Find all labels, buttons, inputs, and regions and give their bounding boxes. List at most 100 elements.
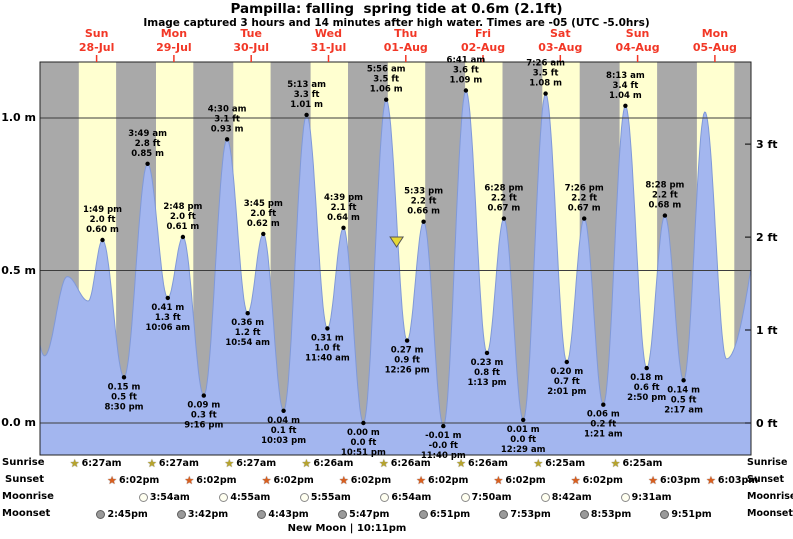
day-date: 02-Aug	[460, 40, 506, 54]
moonset-row-label-right: Moonset	[747, 508, 793, 519]
tide-annotation-low: -0.01 m -0.0 ft 11:40 pm	[421, 431, 466, 461]
moonset-entry: 7:53pm	[499, 508, 551, 521]
moonset-entry: 4:43pm	[257, 508, 309, 521]
moonrise-icon	[380, 493, 390, 502]
day-date: 28-Jul	[78, 40, 115, 54]
day-name: Mon	[701, 27, 729, 40]
tide-extreme-dot	[521, 417, 526, 423]
day-date: 05-Aug	[692, 40, 737, 54]
tide-extreme-dot	[501, 216, 507, 221]
day-date: 29-Jul	[156, 40, 192, 54]
moonrise-icon	[620, 493, 630, 502]
sunset-icon: ★	[648, 474, 658, 487]
moonset-entry: 2:45pm	[96, 508, 148, 521]
day-name: Wed	[314, 27, 343, 40]
sunset-entry: ★ 6:02pm	[262, 474, 314, 487]
moonrise-time: 3:54am	[149, 492, 190, 503]
tide-annotation-high: 6:28 pm 2.2 ft 0.67 m	[484, 184, 523, 214]
sunset-time: 6:02pm	[273, 475, 314, 486]
sunset-time: 6:02pm	[505, 475, 546, 486]
tide-extreme-dot	[582, 216, 587, 221]
moonrise-entry: 9:31am	[620, 491, 672, 504]
new-moon-label: New Moon | 10:11pm	[287, 523, 407, 534]
sunrise-icon: ★	[69, 457, 80, 470]
sunrise-row-label-right: Sunrise	[747, 457, 788, 468]
tide-extreme-dot	[180, 234, 186, 240]
m-tick-0.5: 0.5 m	[1, 264, 36, 277]
tide-extreme-dot	[681, 378, 686, 383]
day-label: Mon 05-Aug	[693, 27, 737, 54]
tide-extreme-dot	[644, 365, 649, 371]
tide-annotation-high: 3:45 pm 2.0 ft 0.62 m	[244, 199, 283, 229]
tide-annotation-high: 3:49 am 2.8 ft 0.85 m	[128, 129, 167, 159]
day-label: Wed 31-Jul	[311, 27, 347, 54]
sunset-entry: ★ 6:02pm	[493, 474, 545, 487]
sunrise-time: 6:26am	[313, 458, 354, 469]
tide-annotation-low: 0.14 m 0.5 ft 2:17 am	[664, 385, 703, 415]
tide-annotation-high: 5:13 am 3.3 ft 1.01 m	[287, 80, 326, 110]
moonrise-icon	[219, 493, 229, 502]
tide-annotation-low: 0.36 m 1.2 ft 10:54 am	[225, 318, 270, 348]
tide-annotation-low: 0.04 m 0.1 ft 10:03 pm	[261, 416, 306, 446]
moonrise-entry: 7:50am	[460, 491, 512, 504]
tide-extreme-dot	[281, 408, 286, 413]
sunrise-time: 6:25am	[545, 458, 586, 469]
tide-annotation-high: 5:33 pm 2.2 ft 0.66 m	[404, 187, 443, 217]
sunset-time: 6:02pm	[118, 475, 160, 486]
moonset-time: 4:43pm	[268, 509, 309, 520]
sunset-icon: ★	[338, 474, 349, 487]
sunrise-icon: ★	[224, 457, 235, 470]
moonset-entry: 3:42pm	[176, 508, 228, 521]
moonrise-time: 7:50am	[471, 492, 512, 503]
tide-extreme-dot	[601, 402, 606, 407]
sunset-row-label-left: Sunset	[5, 474, 44, 485]
tide-extreme-dot	[463, 88, 469, 93]
moonset-icon	[418, 510, 428, 519]
moonrise-time: 6:54am	[391, 492, 432, 503]
sunrise-entry: ★ 6:26am	[302, 457, 354, 470]
moonrise-icon	[460, 493, 470, 502]
tide-extreme-dot	[224, 137, 230, 142]
sunrise-time: 6:27am	[81, 458, 122, 469]
sunset-time: 6:02pm	[196, 475, 237, 486]
moonset-entry: 9:51pm	[660, 508, 712, 521]
moonrise-time: 9:31am	[631, 492, 672, 503]
tide-annotation-low: 0.41 m 1.3 ft 10:06 am	[145, 303, 190, 333]
moonset-time: 7:53pm	[510, 509, 551, 520]
tide-extreme-dot	[201, 393, 206, 398]
sunrise-entry: ★ 6:26am	[379, 457, 431, 470]
sunset-icon: ★	[706, 474, 716, 487]
tide-extreme-dot	[662, 213, 668, 218]
tide-extreme-dot	[341, 225, 346, 230]
sunrise-time: 6:25am	[622, 458, 663, 469]
sunrise-row-label-left: Sunrise	[2, 457, 45, 468]
sunset-icon: ★	[107, 474, 117, 487]
ft-tick-2: 2 ft	[756, 231, 778, 244]
sunset-time: 6:02pm	[428, 475, 469, 486]
day-name: Tue	[240, 27, 262, 40]
tide-annotation-low: 0.00 m 0.0 ft 10:51 pm	[341, 428, 386, 458]
m-tick-1.0: 1.0 m	[1, 111, 36, 124]
tide-extreme-dot	[623, 103, 628, 109]
page-subtitle: Image captured 3 hours and 14 minutes af…	[143, 17, 650, 29]
sunset-entry: ★ 6:03pm	[706, 474, 758, 487]
sunset-icon: ★	[493, 474, 504, 487]
tide-annotation-low: 0.09 m 0.3 ft 9:16 pm	[184, 401, 223, 431]
moonrise-icon	[138, 493, 148, 502]
sunrise-icon: ★	[301, 457, 312, 470]
day-date: 31-Jul	[310, 40, 347, 54]
moonrise-icon	[299, 493, 309, 502]
day-label: Mon 29-Jul	[156, 27, 192, 54]
sunset-entry: ★ 6:02pm	[107, 474, 159, 487]
sunset-entry: ★ 6:02pm	[416, 474, 468, 487]
sunset-time: 6:03pm	[659, 475, 701, 486]
day-label: Sun 04-Aug	[616, 27, 660, 54]
ft-tick-0: 0 ft	[756, 417, 778, 430]
moonrise-entry: 6:54am	[380, 491, 431, 504]
tide-extreme-dot	[304, 112, 309, 118]
tide-annotation-low: 0.31 m 1.0 ft 11:40 am	[305, 333, 350, 363]
tide-extreme-dot	[100, 237, 105, 243]
tide-annotation-low: 0.18 m 0.6 ft 2:50 pm	[627, 373, 666, 403]
day-name: Sun	[84, 27, 109, 40]
